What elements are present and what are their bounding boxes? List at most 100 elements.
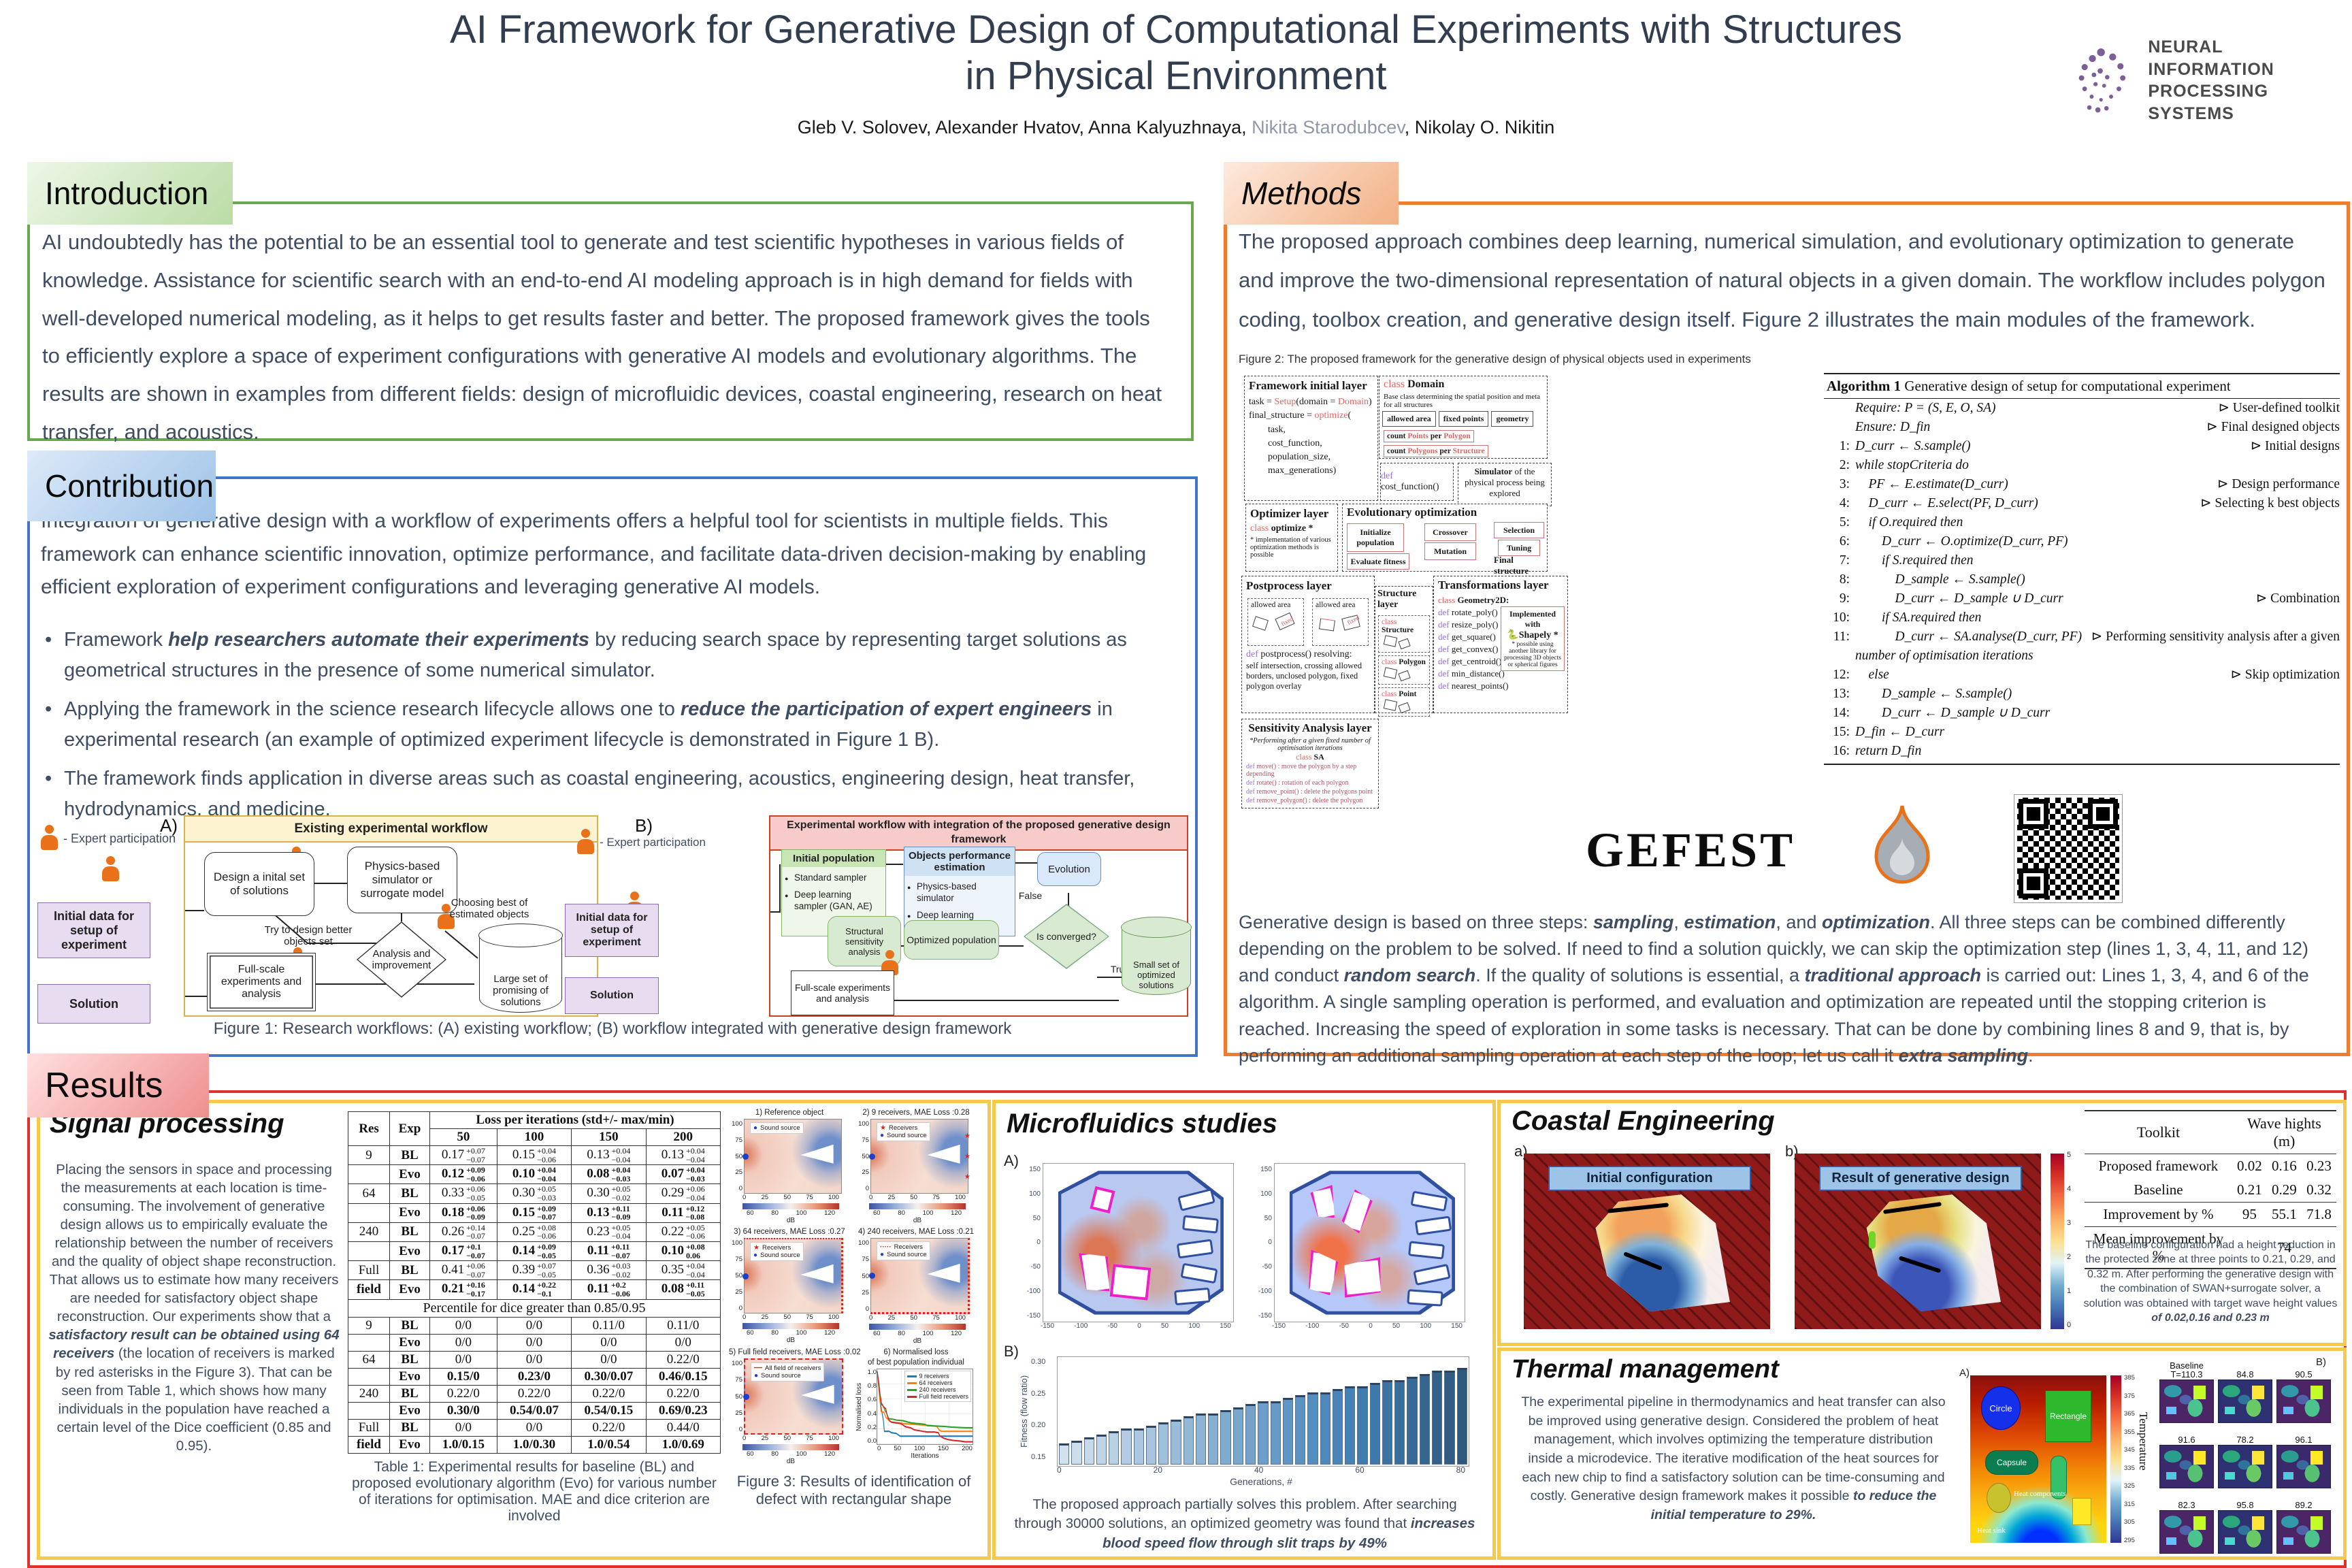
loss-curves xyxy=(877,1371,973,1443)
defect-shape xyxy=(927,1144,960,1164)
logo-text-1: NEURAL INFORMATION xyxy=(2148,37,2274,79)
sa-method: def remove_point() : delete the polygons… xyxy=(1246,788,1373,796)
legend-label: Receivers xyxy=(762,1244,791,1252)
pill-heat-source xyxy=(2051,1456,2067,1499)
legend-marker-icon xyxy=(880,1251,884,1258)
legend-label: Receivers xyxy=(888,1124,918,1132)
loss-rows: 9 BL 0.17 +0.07 −0.07 0.15 +0.04 −0.06 0.13 +0… xyxy=(348,1145,721,1300)
table-row: Full BL 0.41 +0.06 −0.07 0.39 +0.07 −0.05 0.3… xyxy=(348,1260,721,1281)
table1: Res Exp Loss per iterations (std+/- max/… xyxy=(348,1111,721,1524)
figure1-panel-a: Existing experimental workflow Design a … xyxy=(184,815,598,1017)
chip-variant: 91.6 xyxy=(2159,1426,2214,1488)
cbar-tick: 100 xyxy=(922,1209,934,1217)
cbar-tick: 60 xyxy=(873,1209,881,1217)
cbar-tick: 100 xyxy=(922,1330,934,1337)
methods-heading: Methods xyxy=(1224,162,1399,225)
thermal-panel: Thermal management The experimental pipe… xyxy=(1497,1348,2347,1560)
y-tick: 50 xyxy=(735,1272,742,1279)
table-row: Full BL 0/0 0/0 0.22/0 0.44/0 xyxy=(348,1418,721,1437)
cbar-tick: 80 xyxy=(771,1450,779,1458)
y-tick: 100 xyxy=(1260,1190,1272,1198)
x-tick: 0 xyxy=(877,1445,881,1452)
allowed-area-before: allowed area fixed xyxy=(1247,598,1304,646)
y-tick: -150 xyxy=(1026,1311,1041,1320)
x-tick: 100 xyxy=(1420,1322,1432,1330)
micro-label-a: A) xyxy=(1004,1152,1019,1169)
flow-field-image xyxy=(1273,1163,1465,1322)
evaluate-fitness-step: Evaluate fitness xyxy=(1347,553,1409,570)
y-tick: 1.0 xyxy=(867,1369,877,1376)
tile-top-label: Baseline xyxy=(2170,1360,2204,1371)
sound-source-marker xyxy=(743,1393,749,1400)
algorithm-line: 2: while stopCriteria do xyxy=(1839,458,1969,472)
sampler-item: Deep learning sampler (GAN, AE) xyxy=(785,889,883,913)
cbar-tick: 4 xyxy=(2067,1185,2072,1193)
y-tick: 0 xyxy=(738,1185,742,1192)
table-row: 64 BL 0/0 0/0 0/0 0.22/0 xyxy=(348,1350,721,1369)
y-tick: 100 xyxy=(732,1239,742,1247)
y-tick: 0.25 xyxy=(1031,1389,1046,1398)
chip-layout-image xyxy=(2276,1379,2331,1423)
plot6-legend: 9 receivers 64 receivers 240 receivers Full… xyxy=(904,1371,971,1402)
chip-layout-image xyxy=(2276,1445,2331,1488)
legend-marker-icon xyxy=(880,1243,892,1251)
legend-label: Receivers xyxy=(894,1243,923,1251)
algorithm-line: 8: D_sample ← S.sample() xyxy=(1839,572,2025,587)
cbar-label: dB xyxy=(913,1217,922,1224)
y-tick: 0 xyxy=(1036,1239,1041,1247)
defect-shape xyxy=(800,1264,834,1284)
y-tick: 50 xyxy=(862,1152,869,1160)
cbar-tick: 60 xyxy=(747,1209,754,1217)
framework-initial-layer: Framework initial layer task = Setup(dom… xyxy=(1244,376,1378,501)
cbar-tick: 80 xyxy=(771,1209,779,1217)
legend-entry: Sound source xyxy=(754,1372,821,1379)
legend-label: Sound source xyxy=(761,1372,801,1379)
legend-line-icon xyxy=(907,1388,917,1391)
cbar-tick: 60 xyxy=(747,1329,754,1337)
geometry-method: def get_centroid() xyxy=(1438,656,1502,666)
y-tick: 25 xyxy=(862,1169,869,1177)
y-tick: 50 xyxy=(735,1152,742,1160)
table-row: Evo 0/0 0/0 0/0 0/0 xyxy=(348,1333,721,1352)
x-tick: 100 xyxy=(914,1445,925,1452)
cbar-label: dB xyxy=(786,1337,796,1344)
cbar-tick: 5 xyxy=(2067,1151,2072,1159)
y-tick: 75 xyxy=(735,1256,742,1263)
x-tick: -100 xyxy=(1074,1322,1088,1330)
x-tick: 50 xyxy=(1392,1322,1401,1330)
figure1-panel-b: Experimental workflow with integration o… xyxy=(769,815,1192,1017)
x-tick: 150 xyxy=(938,1445,949,1452)
cbar-tick: 335 xyxy=(2124,1464,2135,1472)
y-tick: -100 xyxy=(1258,1288,1272,1296)
table-row: 64 BL 0.33 +0.06 −0.05 0.30 +0.05 −0.03 0.30 +… xyxy=(348,1183,721,1204)
contribution-bullet: The framework finds application in diver… xyxy=(41,764,1184,825)
mutation-step: Mutation xyxy=(1424,542,1476,560)
figure1-panel-a-label: A) xyxy=(160,815,178,836)
y-tick: 0.6 xyxy=(867,1396,877,1404)
cbar-tick: 60 xyxy=(873,1330,881,1337)
plot-legend: All field of receiversSound source xyxy=(751,1362,825,1382)
try-design-label: Try to design better objects set xyxy=(264,924,353,947)
acoustic-plot: 5) Full field receivers, MAE Loss :0.02 … xyxy=(729,1348,861,1465)
plot-title: 5) Full field receivers, MAE Loss :0.02 xyxy=(729,1348,861,1356)
structure-class-box: class Polygon xyxy=(1378,655,1430,685)
micro-label-b: B) xyxy=(1004,1343,1019,1360)
y-tick: 100 xyxy=(858,1120,869,1128)
x-tick: 50 xyxy=(783,1194,791,1201)
x-tick: -50 xyxy=(1339,1322,1349,1330)
thermal-label-a: A) xyxy=(1959,1367,1970,1379)
legend-label: 240 receivers xyxy=(919,1386,956,1393)
geometry-method: def min_distance() xyxy=(1438,668,1505,679)
flame-icon xyxy=(1874,805,1930,884)
small-set-store: Small set of optimized solutions xyxy=(1121,917,1192,995)
solution-b: Solution xyxy=(565,977,659,1014)
cbar-tick: 3 xyxy=(2067,1219,2072,1227)
neurips-logo: NEURAL INFORMATION PROCESSING SYSTEMS xyxy=(2062,33,2334,128)
initial-configuration-chip: Initial configuration xyxy=(1548,1166,1751,1192)
y-tick: 0.2 xyxy=(867,1423,877,1431)
x-tick: 0 xyxy=(742,1313,747,1321)
legend-line-icon xyxy=(907,1395,917,1398)
figure1: A) Existing experimental workflow Design… xyxy=(37,815,1192,1024)
generative-design-image: Result of generative design xyxy=(1795,1154,2041,1329)
table-row: field Evo 1.0/0.15 1.0/0.30 1.0/0.54 1.0/0.6… xyxy=(348,1435,721,1454)
